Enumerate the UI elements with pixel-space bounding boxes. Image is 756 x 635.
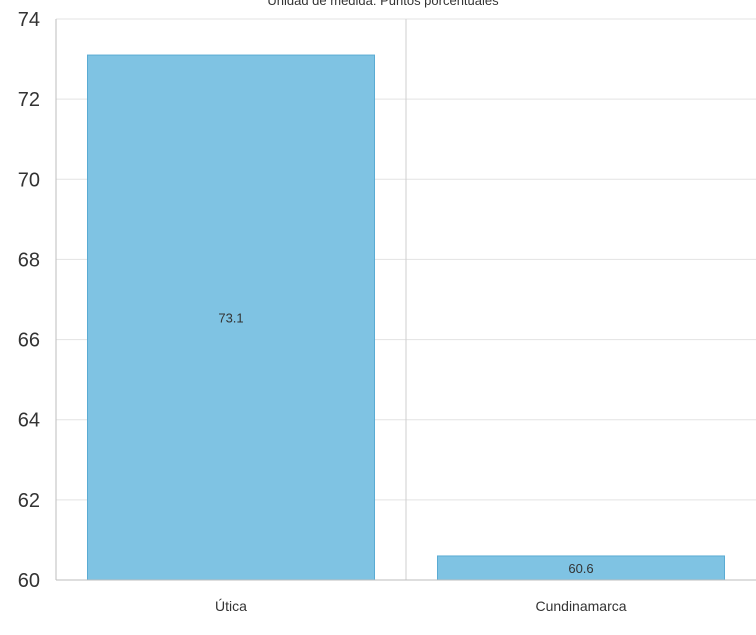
y-axis: 60 62 64 66 68 70 72 74 xyxy=(18,9,57,592)
x-tick-label: Útica xyxy=(215,598,247,614)
chart-subtitle: Unidad de medida: Puntos porcentuales xyxy=(267,0,499,8)
y-tick-label: 74 xyxy=(18,9,40,31)
x-axis: Útica Cundinamarca xyxy=(56,579,756,614)
data-labels: 73.1 60.6 xyxy=(218,311,593,576)
bar-value-label: 60.6 xyxy=(568,561,593,576)
y-tick-label: 64 xyxy=(18,410,40,432)
y-tick-label: 66 xyxy=(18,330,40,352)
y-tick-label: 60 xyxy=(18,570,40,592)
y-tick-label: 62 xyxy=(18,490,40,512)
y-tick-label: 70 xyxy=(18,169,40,191)
y-tick-label: 68 xyxy=(18,249,40,271)
y-tick-label: 72 xyxy=(18,89,40,111)
bar-value-label: 73.1 xyxy=(218,311,243,326)
bars xyxy=(87,54,725,581)
bar-1[interactable] xyxy=(87,54,375,581)
x-tick-label: Cundinamarca xyxy=(535,598,626,614)
